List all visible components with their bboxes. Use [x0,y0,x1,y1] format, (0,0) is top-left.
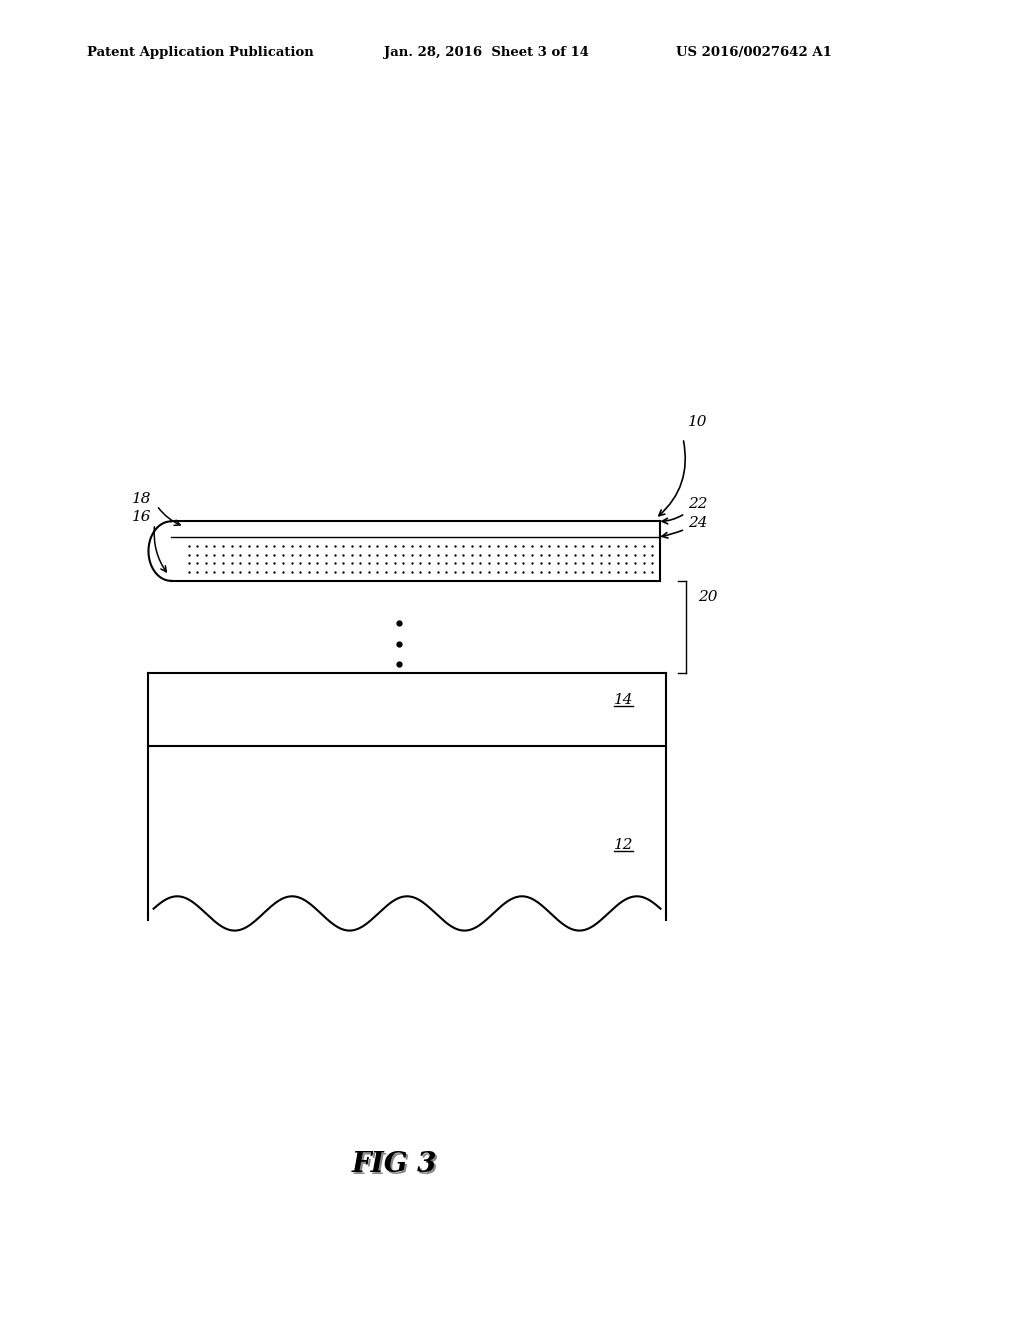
Text: FIG 3: FIG 3 [351,1151,437,1177]
Text: 18: 18 [132,492,152,506]
Text: 10: 10 [688,416,708,429]
Text: Jan. 28, 2016  Sheet 3 of 14: Jan. 28, 2016 Sheet 3 of 14 [384,46,589,59]
Text: FIG 3: FIG 3 [353,1154,439,1180]
Text: 16: 16 [132,511,152,524]
Text: 14: 14 [614,693,634,706]
Text: 22: 22 [688,498,708,511]
Text: 12: 12 [614,838,634,851]
Text: 24: 24 [688,516,708,529]
Text: US 2016/0027642 A1: US 2016/0027642 A1 [676,46,831,59]
Text: Patent Application Publication: Patent Application Publication [87,46,313,59]
Text: 20: 20 [698,590,718,603]
